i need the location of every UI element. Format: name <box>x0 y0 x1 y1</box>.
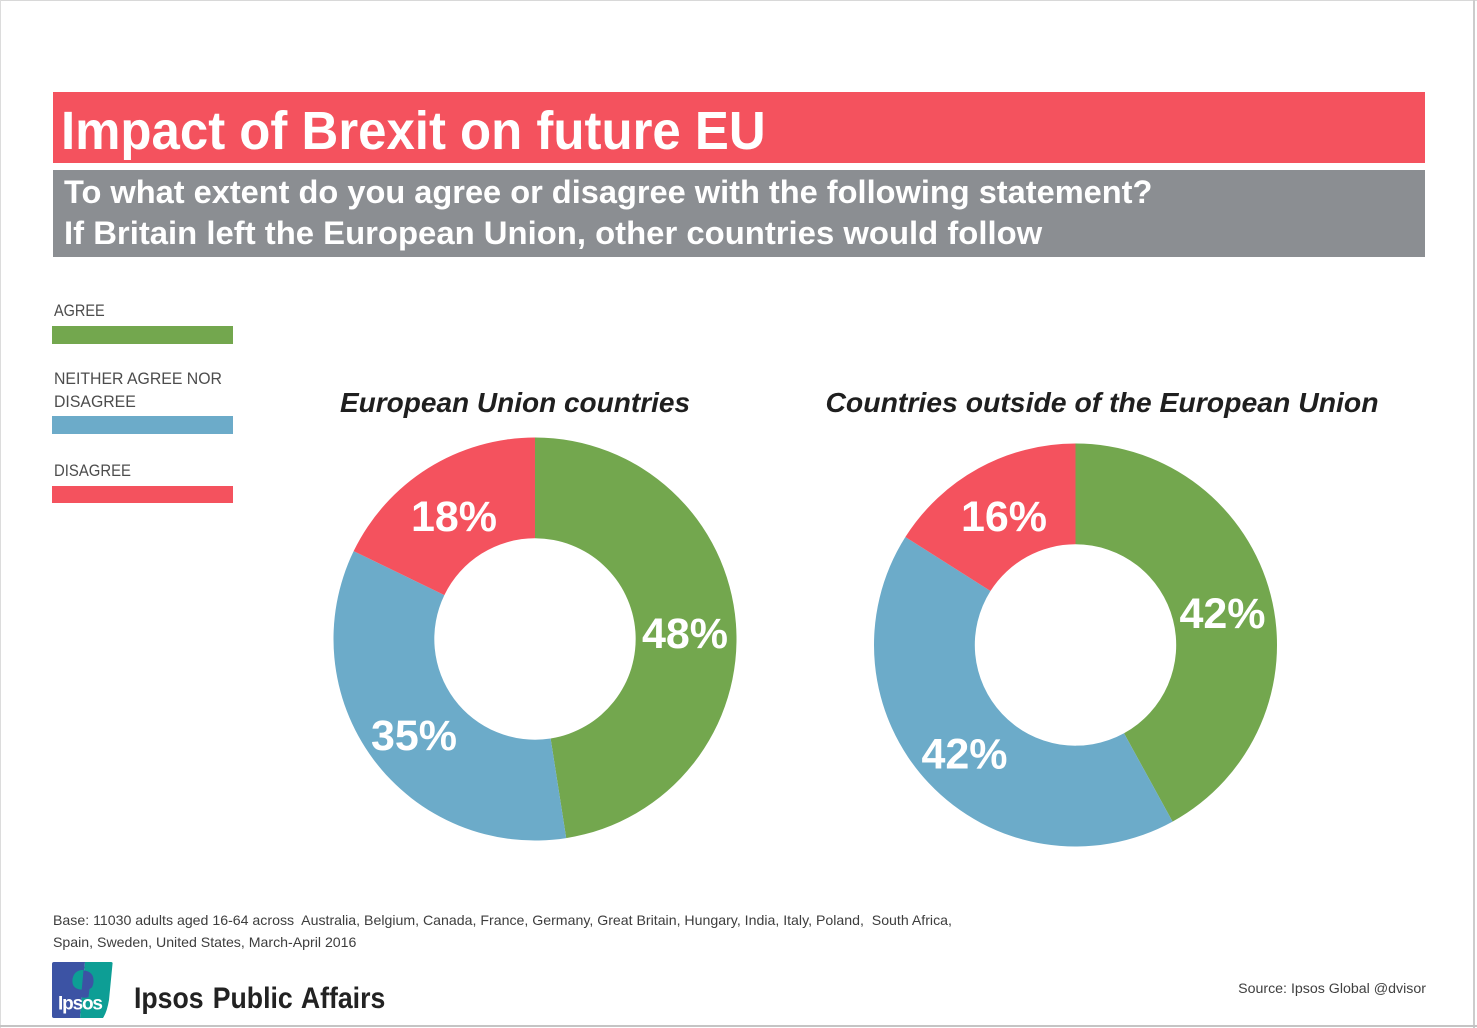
svg-text:18%: 18% <box>411 493 497 541</box>
svg-text:42%: 42% <box>1179 590 1265 638</box>
svg-text:42%: 42% <box>921 731 1007 779</box>
svg-text:Ipsos: Ipsos <box>58 994 103 1015</box>
svg-text:48%: 48% <box>642 610 728 658</box>
svg-text:35%: 35% <box>371 712 457 760</box>
svg-text:16%: 16% <box>961 493 1047 541</box>
